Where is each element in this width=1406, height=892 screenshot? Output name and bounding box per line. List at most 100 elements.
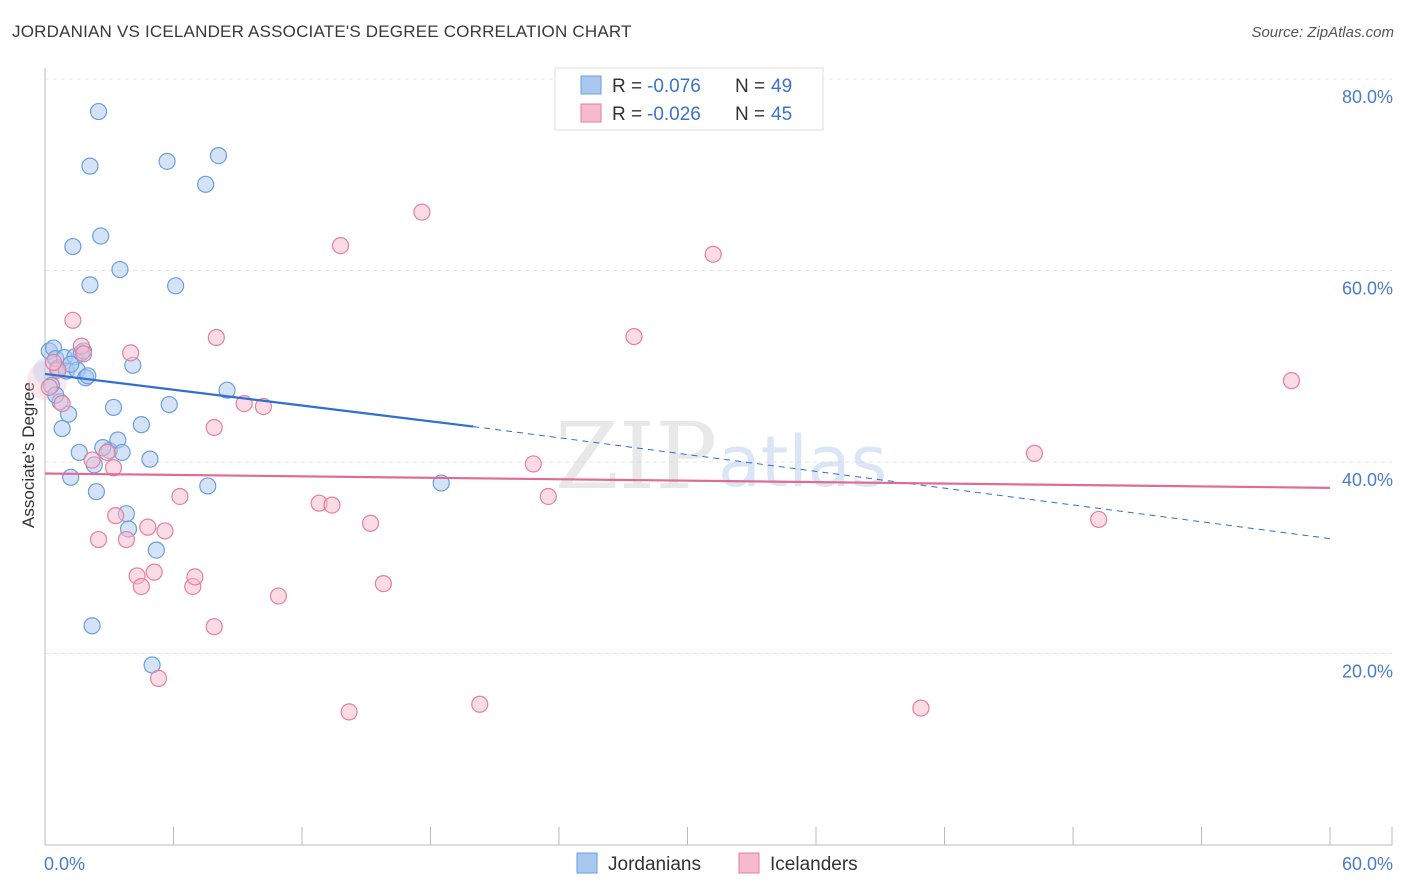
point-icelanders [171, 487, 189, 506]
point-icelanders [139, 518, 157, 536]
point-icelanders [40, 378, 58, 396]
point-icelanders [186, 568, 204, 586]
point-icelanders [1090, 510, 1108, 529]
data-points [27, 102, 1301, 721]
legend-r-label-2: R = [612, 104, 642, 125]
point-jordanians [81, 157, 99, 175]
legend-swatch-jordanians [580, 75, 602, 95]
point-icelanders [413, 203, 431, 221]
point-icelanders [374, 575, 392, 593]
legend-r-label-1: R = [612, 76, 642, 97]
point-icelanders [539, 487, 557, 506]
point-jordanians [432, 474, 450, 492]
legend-n-value-jordanians: 49 [771, 76, 792, 97]
point-jordanians [92, 227, 110, 245]
point-icelanders [156, 522, 174, 540]
point-jordanians [89, 102, 108, 121]
point-jordanians [209, 147, 228, 165]
point-icelanders [83, 451, 101, 469]
point-icelanders [205, 418, 223, 437]
point-icelanders [132, 577, 150, 596]
legend-n-label-2: N = [735, 104, 765, 125]
series-legend: Jordanians Icelanders [576, 852, 858, 875]
trend-line-jordanians [44, 372, 474, 428]
point-icelanders [122, 344, 140, 362]
x-tick-label-min: 0.0% [44, 854, 85, 874]
point-jordanians [70, 443, 88, 462]
point-jordanians [62, 468, 80, 486]
point-jordanians [81, 276, 99, 294]
legend-n-label-1: N = [735, 76, 765, 97]
y-tick-label: 60.0% [1342, 279, 1393, 299]
point-jordanians [83, 617, 101, 635]
bottom-legend-jordanians: Jordanians [608, 854, 701, 875]
y-tick-labels: 20.0% 40.0% 60.0% 80.0% [1342, 87, 1393, 682]
point-icelanders [53, 394, 71, 413]
point-jordanians [218, 381, 236, 399]
point-jordanians [199, 477, 217, 495]
point-icelanders [89, 530, 108, 549]
legend-n-value-icelanders: 45 [771, 104, 792, 125]
point-jordanians [111, 260, 129, 279]
y-axis-label: Associate's Degree [19, 382, 38, 528]
y-tick-label: 80.0% [1342, 87, 1393, 107]
legend-r-value-icelanders: -0.026 [647, 104, 701, 125]
watermark-atlas: atlas [718, 421, 887, 503]
bottom-legend-swatch-jordanians [576, 852, 598, 874]
point-icelanders [205, 618, 223, 636]
point-jordanians [132, 416, 150, 434]
point-icelanders [269, 587, 288, 605]
grid-lines [45, 78, 1392, 654]
point-icelanders [361, 514, 380, 532]
y-tick-label: 20.0% [1342, 662, 1393, 682]
watermark-zip: ZIP [555, 403, 717, 510]
y-tick-label: 40.0% [1342, 470, 1393, 490]
point-jordanians [53, 419, 71, 438]
point-icelanders [117, 530, 135, 549]
point-jordanians [197, 175, 215, 193]
point-icelanders [704, 245, 722, 263]
point-icelanders [44, 353, 63, 372]
point-icelanders [145, 563, 163, 581]
stats-legend: R = -0.076 N = 49 R = -0.026 N = 45 [554, 67, 824, 131]
point-icelanders [625, 327, 643, 346]
point-jordanians [158, 152, 176, 170]
point-jordanians [87, 483, 106, 501]
point-icelanders [98, 443, 116, 462]
point-icelanders [912, 699, 930, 717]
legend-r-value-jordanians: -0.076 [647, 76, 701, 97]
point-jordanians [79, 367, 97, 385]
chart-title: JORDANIAN VS ICELANDER ASSOCIATE'S DEGRE… [12, 22, 632, 41]
point-icelanders [149, 669, 168, 687]
point-jordanians [104, 398, 123, 417]
x-tick-label-max: 60.0% [1342, 854, 1393, 874]
point-icelanders [207, 328, 225, 347]
axes [44, 68, 1393, 846]
x-tick-labels: 0.0% 60.0% [44, 854, 1393, 874]
point-jordanians [113, 443, 131, 462]
point-icelanders [323, 496, 341, 514]
legend-swatch-icelanders [580, 103, 602, 123]
point-icelanders [74, 345, 93, 363]
point-jordanians [64, 237, 82, 256]
point-icelanders [471, 695, 489, 713]
point-icelanders [107, 507, 125, 525]
trend-lines [44, 372, 1331, 540]
point-icelanders [104, 459, 123, 477]
source-credit: Source: ZipAtlas.com [1251, 24, 1394, 41]
point-icelanders [1282, 372, 1301, 390]
point-icelanders [64, 311, 82, 329]
point-icelanders [1025, 444, 1044, 462]
point-icelanders [254, 397, 273, 416]
bottom-legend-swatch-icelanders [738, 852, 760, 874]
point-jordanians [160, 395, 178, 414]
point-icelanders [524, 455, 542, 473]
point-jordanians [167, 277, 185, 295]
point-icelanders [331, 237, 350, 255]
point-jordanians [147, 541, 165, 559]
trend-line-icelanders [44, 472, 1331, 489]
point-icelanders [340, 703, 358, 721]
bottom-legend-icelanders: Icelanders [770, 854, 858, 875]
point-jordanians [141, 450, 159, 468]
